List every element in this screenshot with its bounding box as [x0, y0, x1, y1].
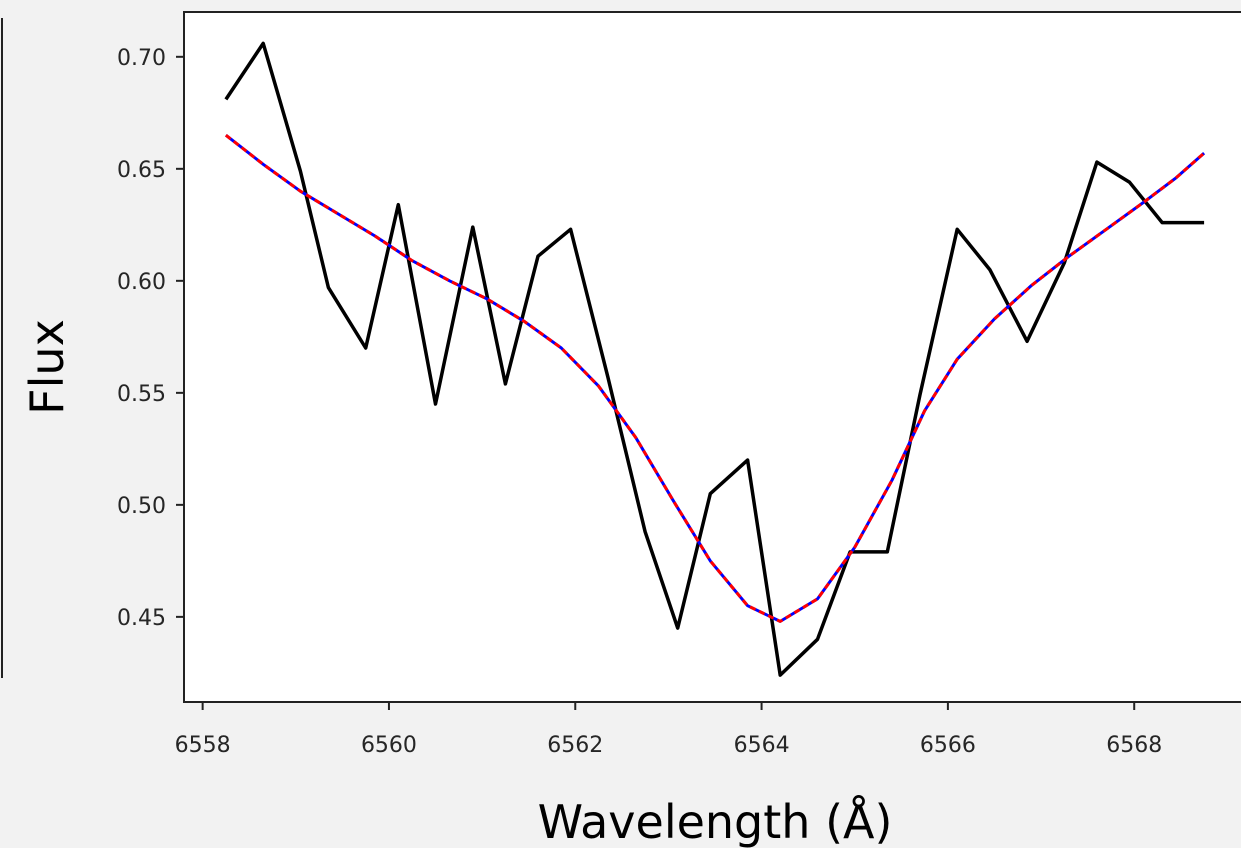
x-tick-label: 6562: [547, 733, 603, 758]
y-tick-label: 0.55: [117, 382, 166, 407]
series-layer: [224, 41, 1206, 677]
x-tick-label: 6568: [1106, 733, 1162, 758]
fit-line-red-dashed: [224, 134, 1206, 623]
observed-flux-line: [224, 41, 1205, 677]
y-tick-label: 0.50: [117, 494, 166, 519]
y-tick-label: 0.45: [117, 606, 166, 631]
x-tick-label: 6564: [734, 733, 790, 758]
plot-area: [183, 11, 1241, 703]
x-tick-label: 6560: [361, 733, 417, 758]
y-axis-label: Flux: [20, 319, 74, 415]
axis-ticks: 6558 6560 6562 6564 6566 6568 0.45 0.50 0.55 0.60…: [117, 46, 1162, 758]
y-tick-label: 0.60: [117, 270, 166, 295]
x-axis-label: Wavelength (Å): [538, 795, 893, 848]
y-tick-label: 0.70: [117, 46, 166, 71]
x-tick-label: 6566: [920, 733, 976, 758]
x-tick-label: 6558: [175, 733, 231, 758]
y-tick-label: 0.65: [117, 158, 166, 183]
